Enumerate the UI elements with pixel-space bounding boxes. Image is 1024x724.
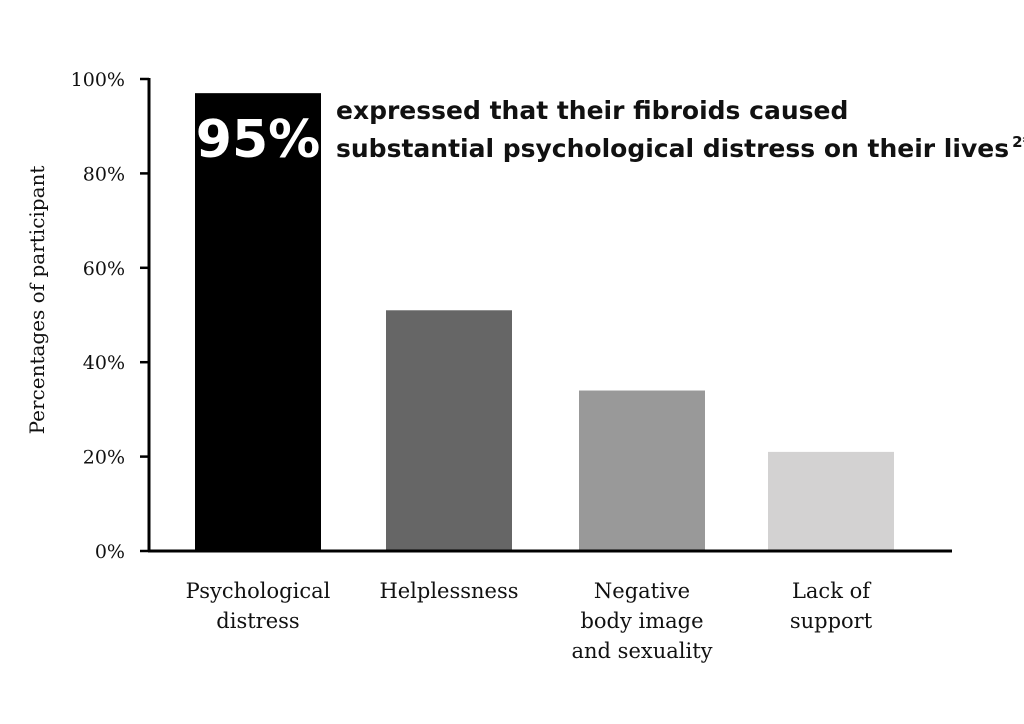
y-tick-label: 60% [83,258,125,280]
x-category-label-line: Helplessness [379,579,518,603]
annotation-line-2: substantial psychological distress on th… [336,133,1024,163]
y-tick-label: 40% [83,352,125,374]
x-category-label-3: Negative body image and sexuality [572,579,713,663]
axes-group [147,78,952,553]
annotation-superscript: 2* [1012,133,1024,151]
x-category-label-line: body image [580,609,703,633]
x-category-label-line: Lack of [792,579,872,603]
bars-group [195,93,894,551]
x-category-label-line: Negative [594,579,690,603]
x-category-label-line: support [790,609,873,633]
y-axis-title: Percentages of participant [25,166,49,435]
bar-1 [195,93,321,551]
y-tick-label: 20% [83,447,125,469]
x-labels-group: Psychological distress Helplessness Negativ… [186,579,873,663]
x-category-label-4: Lack of support [790,579,873,633]
annotation-text: expressed that their fibroids caused sub… [336,96,1024,163]
bar-2 [386,310,512,551]
annotation-line-1: expressed that their fibroids caused [336,96,848,125]
y-ticks-group: 0% 20% 40% 60% 80% 100% [71,69,149,563]
y-tick-label: 0% [95,541,125,563]
bar-4 [768,451,894,551]
highlight-value-label: 95% [196,110,320,170]
x-category-label-line: distress [216,609,299,633]
annotation-line-2-text: substantial psychological distress on th… [336,134,1009,163]
x-category-label-line: Psychological [186,579,331,603]
y-tick-label: 80% [83,163,125,185]
y-tick-label: 100% [71,69,125,91]
x-category-label-line: and sexuality [572,639,713,663]
x-category-label-1: Psychological distress [186,579,331,633]
x-category-label-2: Helplessness [379,579,518,603]
bar-3 [579,390,705,551]
